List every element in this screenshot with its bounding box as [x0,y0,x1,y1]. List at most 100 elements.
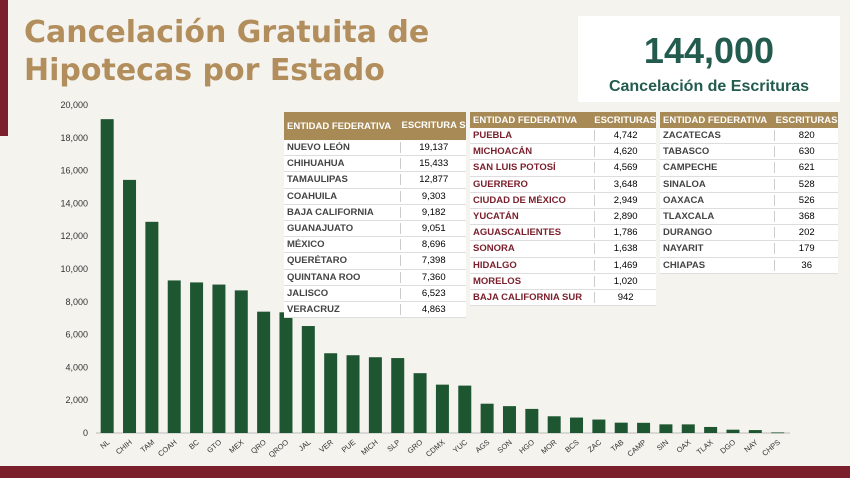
x-tick-label: GRO [405,438,424,456]
x-tick-label: AGS [473,438,491,455]
x-tick-label: CHIH [114,438,134,457]
escrituras-value: 8,696 [400,239,466,251]
bar-mor [547,416,561,433]
x-tick-label: MOR [539,437,559,456]
escrituras-value: 2,890 [594,211,656,223]
y-tick-label: 8,000 [65,297,88,307]
bar-bcs [570,417,584,433]
table-row: SAN LUIS POTOSÍ 4,569 [470,160,656,177]
table-3-header-entity: ENTIDAD FEDERATIVA [663,114,768,126]
escrituras-value: 4,620 [594,146,656,158]
entity-name: COAHUILA [287,190,338,202]
bar-pue [346,355,360,433]
table-row: MORELOS 1,020 [470,274,656,290]
table-row: JALISCO 6,523 [284,286,466,302]
bar-chih [123,179,137,433]
x-tick-label: BCS [563,438,581,455]
page-title: Cancelación Gratuita de Hipotecas por Es… [24,14,429,90]
y-tick-label: 6,000 [65,330,88,340]
bar-yuc [458,385,472,433]
escrituras-value: 368 [774,211,838,223]
entity-name: SINALOA [663,178,706,190]
bar-tam [145,221,159,433]
table-row: DURANGO 202 [660,225,838,242]
entity-name: CIUDAD DE MÉXICO [473,194,566,206]
x-tick-label: SON [496,438,514,455]
y-axis-ticks: 0 2,000 4,000 6,000 8,000 10,000 12,000 14,000 1… [60,100,88,438]
x-tick-label: NL [98,438,111,451]
x-axis-labels: NL CHIH TAM COAH BC GTO MEX QRO QROO JAL VER PUE MIC… [98,437,782,459]
escrituras-value: 1,469 [594,259,656,271]
table-3: ENTIDAD FEDERATIVA ESCRITURAS ZACATECAS 8… [660,112,838,274]
table-1-header-value: ESCRITURA S [401,120,466,131]
table-row: MÉXICO 8,696 [284,237,466,254]
x-tick-label: TLAX [695,438,715,457]
x-tick-label: SIN [655,438,670,453]
table-row: SINALOA 528 [660,177,838,193]
bar-sin [659,424,673,433]
entity-name: OAXACA [663,194,705,206]
x-tick-label: CAMP [625,438,647,459]
table-row: OAXACA 526 [660,193,838,209]
x-tick-label: ZAC [586,437,604,454]
table-row: YUCATÁN 2,890 [470,209,656,226]
entity-name: MORELOS [473,275,522,287]
table-1-header-entity: ENTIDAD FEDERATIVA [287,120,392,132]
bar-son [502,406,516,433]
x-tick-label: NAY [742,438,759,454]
escrituras-value: 1,020 [594,275,656,287]
bars-group [100,119,785,434]
x-tick-label: COAH [156,438,178,459]
x-tick-label: HGO [517,438,536,456]
table-row: BAJA CALIFORNIA SUR 942 [470,290,656,307]
bar-ver [324,353,338,433]
escrituras-value: 630 [774,146,838,158]
escrituras-value: 12,877 [400,174,466,186]
entity-name: VERACRUZ [287,303,340,315]
table-row: GUERRERO 3,648 [470,177,656,193]
x-tick-label: MICH [359,438,379,457]
entity-name: NUEVO LEÓN [287,142,350,154]
escrituras-value: 9,051 [400,223,466,235]
x-tick-label: QROO [267,438,290,460]
entity-name: TAMAULIPAS [287,174,348,186]
left-accent-bar [0,0,8,136]
y-tick-label: 16,000 [60,166,88,176]
bar-qroo [279,312,293,433]
entity-name: QUERÉTARO [287,255,347,267]
entity-name: SONORA [473,243,515,255]
escrituras-value: 4,863 [400,303,466,315]
table-2-header-value: ESCRITURAS [594,114,656,126]
table-2-header: ENTIDAD FEDERATIVA ESCRITURAS [470,112,656,128]
escrituras-value: 202 [774,227,838,239]
table-row: AGUASCALIENTES 1,786 [470,225,656,242]
entity-name: NAYARIT [663,243,704,255]
x-tick-label: QRO [249,438,268,456]
table-1-header: ENTIDAD FEDERATIVA ESCRITURA S [284,112,466,140]
table-3-header-value: ESCRITURAS [775,114,838,126]
table-row: GUANAJUATO 9,051 [284,221,466,238]
x-tick-label: SLP [385,438,402,454]
table-1: ENTIDAD FEDERATIVA ESCRITURA S NUEVO LEÓ… [284,112,466,319]
table-3-rows: ZACATECAS 820 TABASCO 630 CAMPECHE 621 SINALOA… [660,128,838,274]
bar-mex [234,290,248,433]
bar-nl [100,119,114,433]
table-row: TLAXCALA 368 [660,209,838,226]
table-row: MICHOACÁN 4,620 [470,144,656,161]
table-row: SONORA 1,638 [470,241,656,258]
x-tick-label: DGO [718,438,737,456]
entity-name: CHIAPAS [663,259,706,271]
escrituras-value: 3,648 [594,178,656,190]
y-tick-label: 20,000 [60,100,88,110]
summary-box: 144,000 Cancelación de Escrituras [578,16,840,102]
bar-jal [301,326,315,433]
escrituras-value: 19,137 [400,142,466,154]
escrituras-value: 2,949 [594,194,656,206]
entity-name: PUEBLA [473,130,513,142]
bar-gto [212,284,226,433]
entity-name: CAMPECHE [663,162,718,174]
entity-name: TABASCO [663,146,710,158]
summary-value: 144,000 [643,30,775,71]
escrituras-value: 528 [774,178,838,190]
